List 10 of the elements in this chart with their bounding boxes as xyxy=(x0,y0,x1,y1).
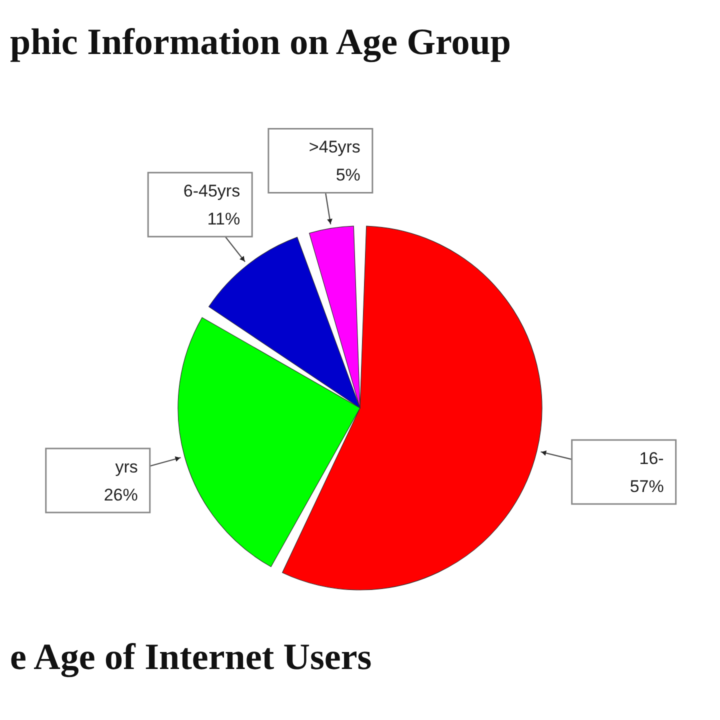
data-label: 11% xyxy=(207,210,240,229)
slice-label: 6-45yrs xyxy=(183,182,240,201)
data-label: 5% xyxy=(336,166,360,185)
text: e Age of Internet Users xyxy=(10,637,372,678)
data-label: 57% xyxy=(630,477,664,496)
slice-label: >45yrs xyxy=(308,138,360,157)
data-label: 26% xyxy=(104,485,138,504)
slice-label: yrs xyxy=(115,457,138,476)
chart-title: phic Information on Age Group xyxy=(10,22,511,63)
slice-label: 16- xyxy=(639,449,664,468)
